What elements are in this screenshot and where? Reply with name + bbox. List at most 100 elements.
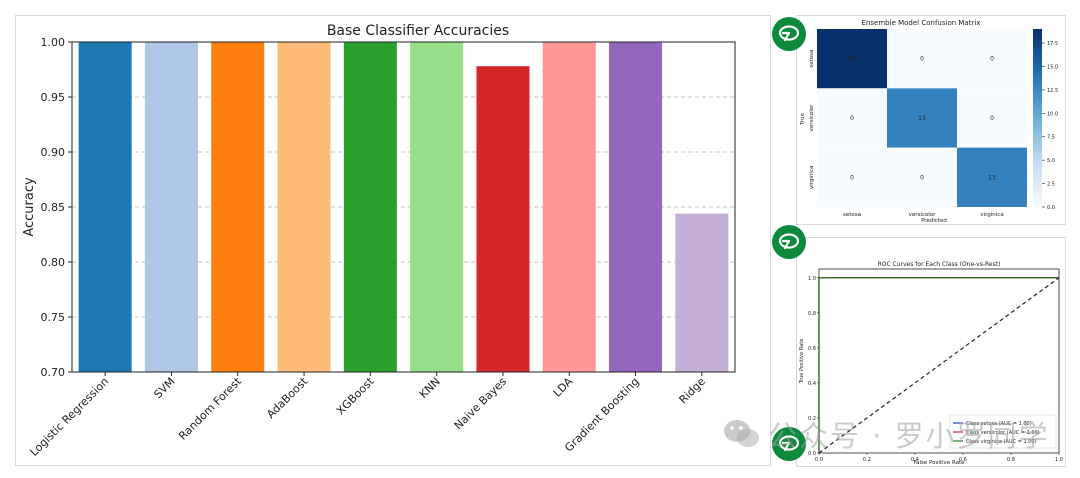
legend-box: [949, 414, 1057, 449]
x-tick-label: Naive Bayes: [452, 375, 510, 433]
x-tick-label: 0.8: [1007, 457, 1015, 463]
x-tick-label: virginica: [980, 212, 1003, 218]
bar-chart-title: Base Classifier Accuracies: [327, 23, 509, 39]
y-tick-label: 0.4: [808, 381, 816, 387]
confusion-matrix-colorbar-ticks: 0.0 2.5 5.0 7.5 10.0 12.5 15.0 17.5: [1042, 41, 1058, 211]
confusion-matrix-title: Ensemble Model Confusion Matrix: [862, 19, 981, 27]
logo-icon: [778, 233, 800, 250]
bar: [144, 42, 198, 372]
colorbar-tick-label: 17.5: [1047, 41, 1058, 47]
x-tick-label: 0.0: [815, 457, 823, 463]
confusion-matrix-y-ticks: setosa versicolor virginica: [809, 50, 815, 189]
heatmap-cell: [887, 29, 957, 89]
heatmap-cell-value: 19: [848, 56, 856, 63]
heatmap-cell: [887, 147, 957, 207]
heatmap-cell: [887, 88, 957, 148]
heatmap-cell: [817, 147, 887, 207]
heatmap-cell: [957, 29, 1027, 89]
heatmap-cell: [957, 88, 1027, 148]
roc-curve-chart: ROC Curves for Each Class (One-vs-Rest) …: [799, 261, 1063, 466]
heatmap-cell: [957, 147, 1027, 207]
y-tick-label: 0.80: [41, 256, 66, 269]
bar: [476, 66, 530, 372]
bar: [211, 42, 265, 372]
bar-chart-y-axis-label: Accuracy: [22, 177, 37, 237]
legend-label: Class virginica (AUC = 1.00): [966, 439, 1037, 445]
legend-label: Class setosa (AUC = 1.00): [966, 421, 1032, 427]
x-tick-label: AdaBoost: [264, 374, 311, 421]
heatmap-cell-value: 0: [990, 56, 994, 63]
x-tick-label: Ridge: [677, 375, 709, 407]
roc-x-axis-label: False Positive Rate: [913, 460, 965, 466]
heatmap-cell: [817, 88, 887, 148]
colorbar-tick-label: 12.5: [1047, 88, 1058, 94]
bar: [542, 42, 596, 372]
x-tick-label: setosa: [843, 212, 861, 218]
x-tick-label: Logistic Regression: [27, 375, 111, 459]
roc-legend: Class setosa (AUC = 1.00) Class versicolo…: [949, 414, 1057, 449]
confusion-matrix-y-axis-label: True: [800, 113, 806, 126]
colorbar-tick-label: 5.0: [1047, 158, 1055, 164]
bar-chart-y-ticks: 0.70 0.75 0.80 0.85 0.90 0.95 1.00: [41, 36, 72, 379]
roc-y-axis-label: True Positive Rate: [799, 339, 805, 385]
colorbar-tick-label: 2.5: [1047, 182, 1055, 188]
heatmap-cell-value: 13: [988, 174, 996, 181]
x-tick-label: KNN: [417, 375, 443, 401]
app-logo: [772, 427, 806, 461]
logo-icon: [778, 435, 800, 452]
bar: [343, 42, 397, 372]
roc-y-ticks: 0.0 0.2 0.4 0.6 0.8 1.0: [808, 276, 819, 457]
colorbar-tick-label: 0.0: [1047, 205, 1055, 211]
confusion-matrix-panel: Ensemble Model Confusion Matrix 19 0 0 0 13 0…: [796, 15, 1066, 225]
roc-curve-panel: ROC Curves for Each Class (One-vs-Rest) …: [796, 237, 1066, 467]
diagonal-reference-line: [818, 277, 1060, 454]
x-tick-label: Gradient Boosting: [562, 375, 642, 455]
x-tick-label: SVM: [151, 375, 177, 401]
y-tick-label: 0.85: [41, 201, 66, 214]
bar: [78, 42, 132, 372]
y-tick-label: 0.0: [808, 451, 816, 457]
y-tick-label: virginica: [809, 166, 815, 189]
y-tick-label: 1.00: [41, 36, 66, 49]
y-tick-label: 0.6: [808, 346, 816, 352]
confusion-matrix-cells: 19 0 0 0 13 0 0 0 13: [817, 29, 1027, 207]
y-tick-label: setosa: [809, 50, 815, 68]
y-tick-label: 0.90: [41, 146, 66, 159]
bar-chart-panel: Base Classifier Accuracies Accuracy 0.70…: [15, 15, 771, 466]
bar-chart: Base Classifier Accuracies Accuracy 0.70…: [22, 23, 736, 459]
colorbar-tick-label: 7.5: [1047, 135, 1055, 141]
y-tick-label: 0.2: [808, 416, 816, 422]
confusion-matrix-x-axis-label: Predicted: [921, 218, 947, 224]
x-tick-label: 0.4: [911, 457, 919, 463]
x-tick-label: Random Forest: [176, 374, 244, 442]
app-logo: [772, 17, 806, 51]
bar: [675, 213, 729, 372]
confusion-matrix-colorbar: [1033, 29, 1042, 207]
y-tick-label: 0.75: [41, 311, 66, 324]
app-logo: [772, 225, 806, 259]
y-tick-label: 0.8: [808, 311, 816, 317]
confusion-matrix-chart: Ensemble Model Confusion Matrix 19 0 0 0 13 0…: [800, 19, 1058, 224]
x-tick-label: 1.0: [1055, 457, 1063, 463]
bar-chart-bars: [78, 42, 729, 372]
confusion-matrix-x-ticks: setosa versicolor virginica: [843, 212, 1004, 218]
logo-icon: [778, 25, 800, 42]
y-tick-label: 0.95: [41, 91, 66, 104]
x-tick-label: 0.2: [863, 457, 871, 463]
heatmap-cell-value: 0: [850, 115, 854, 122]
heatmap-cell: [817, 29, 887, 89]
x-tick-label: 0.6: [959, 457, 967, 463]
colorbar-tick-label: 15.0: [1047, 64, 1058, 70]
y-tick-label: 0.70: [41, 366, 66, 379]
heatmap-cell-value: 0: [920, 174, 924, 181]
colorbar-tick-label: 10.0: [1047, 111, 1058, 117]
x-tick-label: XGBoost: [334, 374, 377, 417]
roc-x-ticks: 0.0 0.2 0.4 0.6 0.8 1.0: [815, 453, 1063, 463]
bar: [609, 42, 663, 372]
heatmap-cell-value: 13: [918, 115, 926, 122]
y-tick-label: versicolor: [809, 104, 815, 132]
bar: [277, 42, 331, 372]
heatmap-cell-value: 0: [850, 174, 854, 181]
heatmap-cell-value: 0: [990, 115, 994, 122]
